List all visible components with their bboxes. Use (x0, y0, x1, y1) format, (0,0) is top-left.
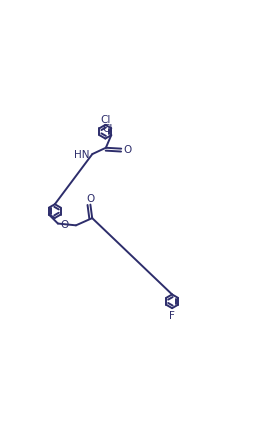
Text: Cl: Cl (100, 115, 110, 125)
Text: O: O (60, 220, 68, 230)
Text: O: O (123, 145, 132, 155)
Text: F: F (169, 310, 175, 320)
Text: HN: HN (74, 150, 90, 160)
Text: O: O (86, 193, 94, 203)
Text: Cl: Cl (102, 124, 113, 134)
